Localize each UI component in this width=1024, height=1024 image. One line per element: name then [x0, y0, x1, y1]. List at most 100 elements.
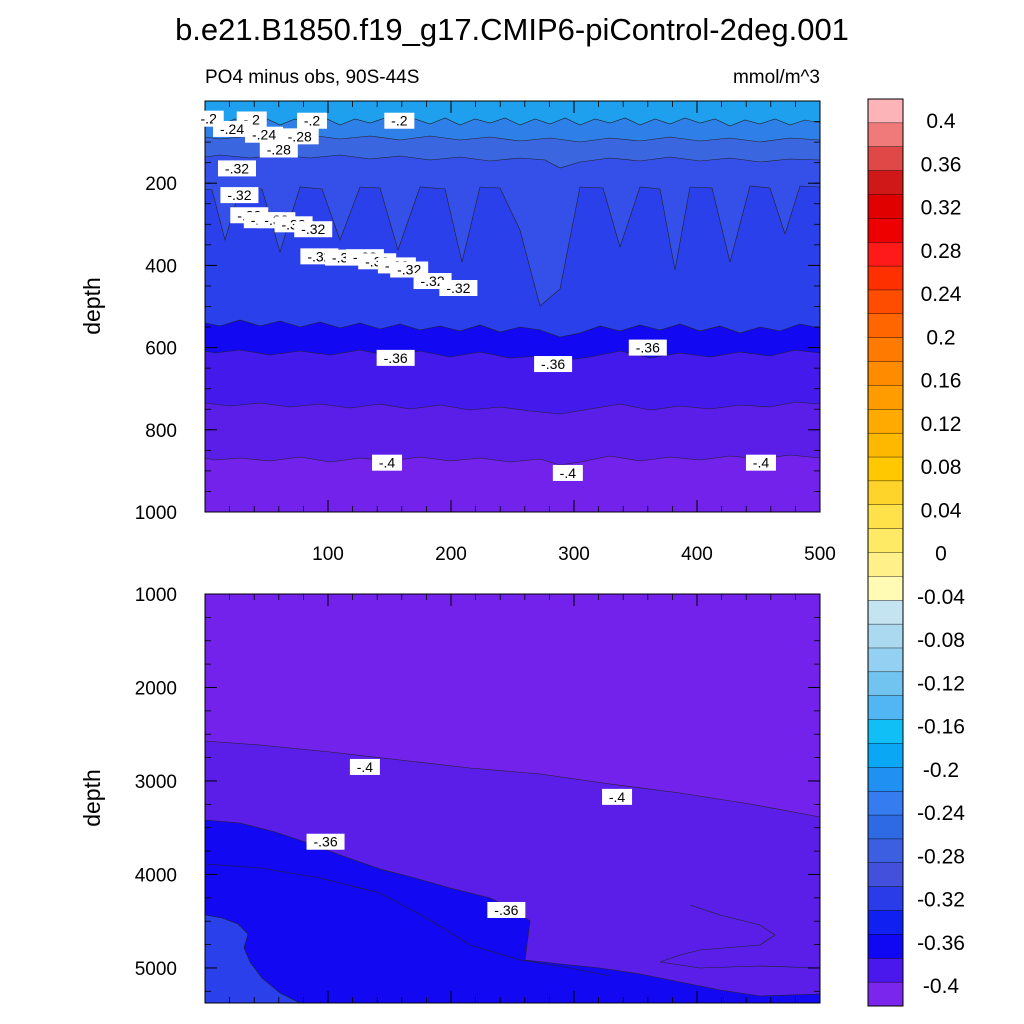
colorbar-label: 0.36	[921, 153, 962, 176]
colorbar-swatch	[867, 218, 904, 243]
contour-label-box	[745, 454, 776, 471]
upper-ylabel: depth	[79, 277, 105, 335]
contour-label: -.32	[439, 280, 478, 297]
colorbar-swatch	[867, 862, 904, 888]
contour-label-text: -.24	[220, 121, 244, 137]
colorbar-swatch	[867, 790, 904, 816]
colorbar-swatch	[867, 409, 904, 434]
contour-label-text: -.36	[494, 902, 518, 918]
y-tick-label: 800	[145, 421, 177, 442]
upper-panel: depth 200 400 600 800 1000 100 200 300 400 500 -.2…	[79, 100, 836, 565]
lower-plot-frame	[204, 593, 821, 1004]
contour-label-text: -.2	[391, 113, 408, 129]
contour-label: -.36	[306, 833, 345, 850]
colorbar-swatch	[867, 647, 904, 673]
contour-label-text: -.4	[753, 455, 770, 471]
colorbar-label: 0	[935, 543, 947, 566]
variable-label: PO4 minus obs, 90S-44S	[205, 67, 419, 88]
colorbar-swatch	[867, 194, 904, 219]
y-tick-label: 1000	[135, 585, 177, 606]
colorbar-swatch	[867, 981, 904, 1007]
colorbar-label: 0.16	[921, 370, 962, 393]
contour-label-box	[372, 454, 403, 471]
colorbar-label: 0.4	[926, 110, 956, 133]
contour-label: -.32	[294, 221, 333, 238]
colorbar-swatch	[867, 767, 904, 792]
y-tick-label: 5000	[135, 959, 177, 980]
lower-panel: depth 1000 2000 3000 4000 5000 -.4 -.4 -.36 -.36	[79, 585, 821, 1004]
colorbar: 0.4 0.36 0.32 0.28 0.24 0.2 0.16 0.12 0.08 0.04 0 -…	[867, 98, 965, 1007]
contour-label-text: -.36	[636, 340, 660, 356]
contour-label-text: -.2	[201, 111, 218, 127]
contour-label-text: -.28	[267, 141, 291, 157]
colorbar-swatch	[867, 456, 904, 482]
colorbar-swatch	[867, 146, 904, 172]
contour-label-text: -.36	[541, 356, 565, 372]
contour-label-box	[280, 128, 319, 145]
contour-label: -.36	[534, 356, 573, 373]
contour-label-text: -.32	[301, 221, 325, 237]
contour-label: -.4	[602, 788, 633, 805]
colorbar-label: 0.2	[926, 326, 955, 349]
contour-label-box	[487, 901, 526, 918]
contour-label: -.36	[628, 339, 667, 356]
colorbar-label: -0.36	[917, 932, 965, 955]
contour-label-text: -.32	[225, 160, 249, 176]
colorbar-swatch	[867, 242, 904, 267]
colorbar-swatch	[867, 98, 904, 124]
colorbar-swatch	[867, 910, 904, 935]
contour-label-box	[384, 112, 415, 129]
contour-label: -.32	[217, 160, 256, 177]
contour-label: -.28	[280, 128, 319, 145]
colorbar-label: -0.2	[923, 759, 959, 782]
contour-label-text: -.2	[304, 113, 321, 129]
colorbar-swatch	[867, 600, 904, 625]
contour-label-box	[534, 356, 573, 373]
contour-label-text: -.4	[379, 455, 396, 471]
contour-label: -.4	[745, 454, 776, 471]
colorbar-swatch	[867, 504, 904, 530]
colorbar-swatch	[867, 385, 904, 410]
lower-line-4000	[205, 863, 611, 977]
colorbar-swatch	[867, 623, 904, 649]
x-tick-label: 400	[681, 544, 713, 565]
colorbar-label: 0.24	[921, 283, 962, 306]
colorbar-label: 0.04	[921, 499, 962, 522]
contour-label-text: -.4	[609, 789, 626, 805]
contour-label-text: -.32	[446, 280, 470, 296]
colorbar-swatch	[867, 480, 904, 506]
contour-label: -.24	[245, 126, 284, 143]
contour-label-box	[213, 120, 252, 137]
contour-label-text: -.4	[357, 759, 374, 775]
contour-label: -.4	[349, 758, 380, 775]
colorbar-swatch	[867, 170, 904, 195]
x-tick-label: 500	[804, 544, 836, 565]
colorbar-swatch	[867, 289, 904, 315]
colorbar-swatch	[867, 934, 904, 959]
contour-label-box	[294, 221, 333, 238]
contour-label-text: -.32	[420, 273, 444, 289]
colorbar-swatch	[867, 313, 904, 339]
colorbar-label: 0.12	[921, 413, 962, 436]
colorbar-swatch	[867, 671, 904, 697]
x-tick-label: 200	[435, 544, 467, 565]
contour-label: -.36	[376, 349, 415, 366]
x-tick-label: 100	[312, 544, 344, 565]
colorbar-label: -0.16	[917, 716, 965, 739]
colorbar-swatch	[867, 743, 904, 768]
colorbar-label: 0.08	[921, 456, 962, 479]
colorbar-swatch	[867, 719, 904, 744]
colorbar-label: 0.32	[921, 197, 962, 220]
colorbar-swatch	[867, 695, 904, 721]
contour-label-box	[259, 141, 298, 158]
colorbar-label: -0.04	[917, 586, 965, 609]
colorbar-swatch	[867, 528, 904, 554]
x-tick-label: 300	[558, 544, 590, 565]
contour-label-text: -.28	[288, 128, 312, 144]
colorbar-label: -0.08	[917, 629, 965, 652]
colorbar-swatch	[867, 576, 904, 601]
contour-label: -.28	[259, 141, 298, 158]
colorbar-swatch	[867, 337, 904, 363]
lower-ylabel: depth	[79, 769, 105, 827]
